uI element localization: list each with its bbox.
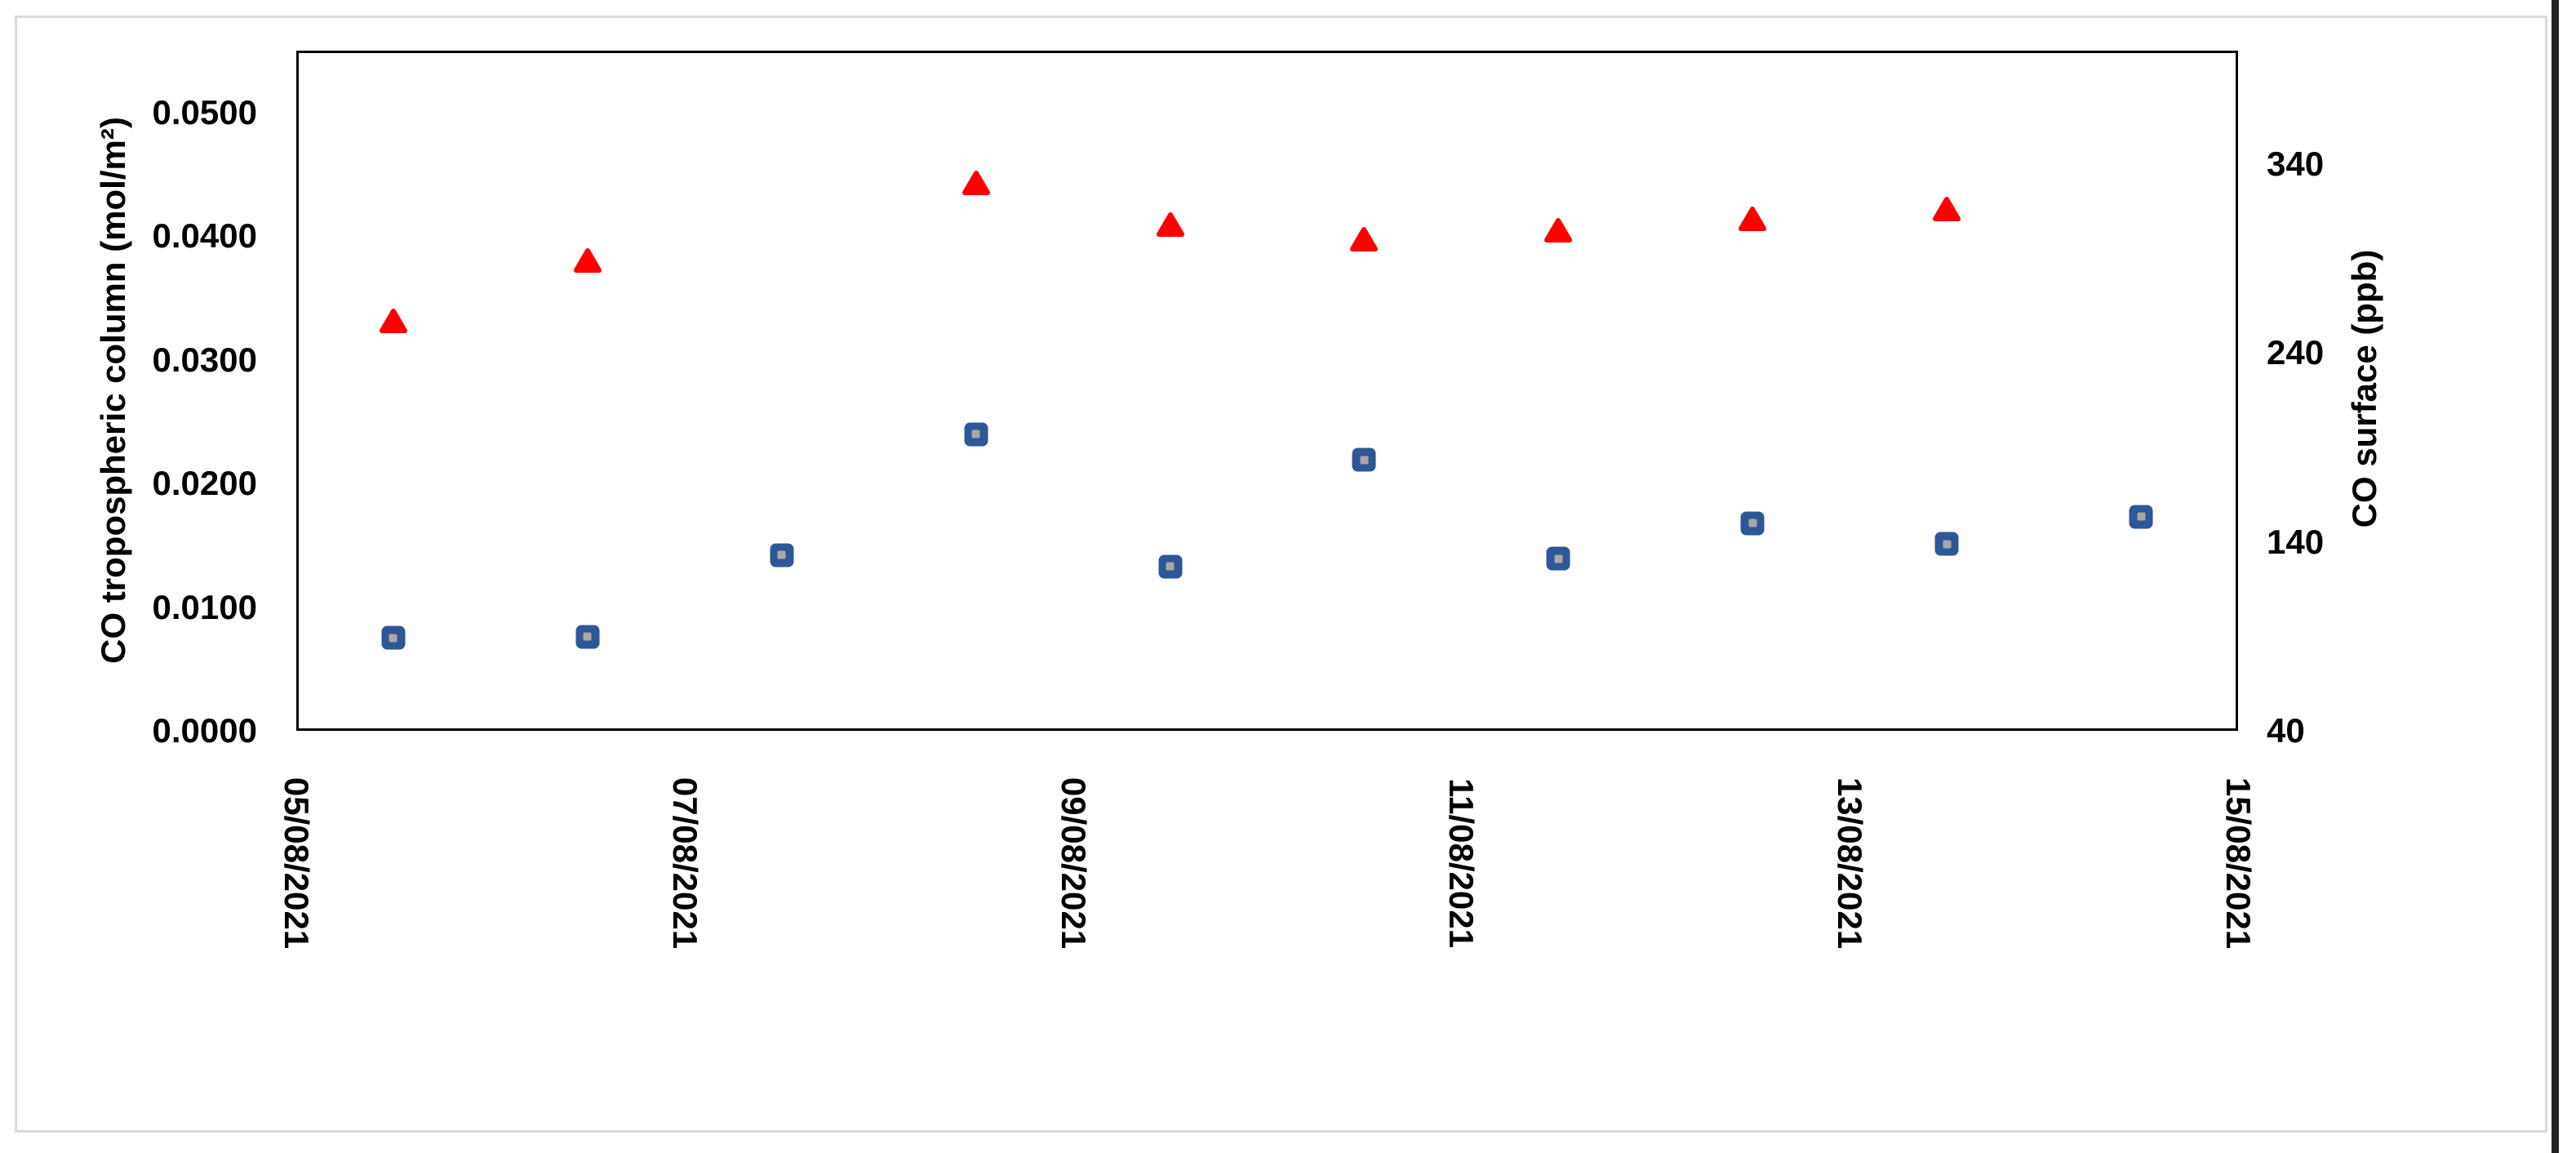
co-column-data-point (2129, 505, 2153, 529)
marker-center-dot (777, 550, 786, 559)
co-column-data-point (1352, 447, 1376, 472)
triangle-marker-icon (1156, 211, 1184, 237)
left-axis-tick-label: 0.0400 (152, 216, 257, 256)
marker-center-dot (1554, 554, 1563, 563)
plot-area (296, 51, 2238, 731)
right-axis-tick-label: 340 (2267, 144, 2325, 183)
x-axis-date-label: 15/08/2021 (2219, 777, 2258, 950)
co-column-data-point (1740, 511, 1765, 536)
co-surface-data-point (573, 247, 602, 274)
co-surface-data-point (1739, 206, 1767, 232)
co-surface-data-point (1933, 196, 1961, 222)
co-surface-data-point (1350, 226, 1379, 252)
right-axis-tick-label: 40 (2267, 711, 2305, 750)
left-axis-tick-label: 0.0100 (152, 587, 257, 626)
window-edge-bar (2552, 0, 2559, 1153)
right-axis-title: CO surface (ppb) (2345, 249, 2383, 528)
triangle-marker-icon (1933, 197, 1961, 222)
marker-center-dot (1943, 540, 1952, 549)
co-column-data-point (575, 625, 600, 649)
marker-center-dot (583, 632, 592, 641)
left-axis-tick-label: 0.0200 (152, 464, 257, 503)
marker-center-dot (971, 430, 980, 438)
marker-center-dot (1360, 456, 1369, 465)
x-axis-date-label: 13/08/2021 (1831, 777, 1870, 950)
right-axis-tick-label: 240 (2267, 333, 2325, 372)
co-surface-data-point (962, 170, 990, 196)
marker-center-dot (1166, 562, 1175, 571)
marker-center-dot (1748, 519, 1757, 528)
co-column-data-point (770, 543, 794, 568)
triangle-marker-icon (1544, 217, 1573, 243)
x-axis-date-label: 11/08/2021 (1442, 778, 1481, 948)
triangle-marker-icon (573, 247, 602, 273)
co-column-data-point (1158, 554, 1183, 579)
co-surface-data-point (379, 308, 407, 334)
triangle-marker-icon (379, 308, 407, 333)
marker-center-dot (2137, 512, 2146, 521)
triangle-marker-icon (1350, 227, 1379, 252)
left-axis-title: CO tropospheric column (mol/m²) (94, 117, 132, 664)
marker-center-dot (389, 634, 398, 643)
co-surface-data-point (1544, 217, 1573, 243)
right-axis-tick-label: 140 (2267, 522, 2325, 561)
left-axis-tick-label: 0.0500 (152, 92, 257, 131)
co-column-data-point (964, 422, 988, 446)
left-axis-tick-label: 0.0300 (152, 340, 257, 379)
x-axis-date-label: 07/08/2021 (665, 777, 704, 950)
co-column-data-point (1934, 532, 1959, 556)
co-surface-data-point (1156, 211, 1184, 238)
co-column-data-point (381, 625, 406, 650)
x-axis-date-label: 09/08/2021 (1054, 777, 1093, 950)
triangle-marker-icon (962, 170, 990, 195)
co-column-data-point (1546, 546, 1570, 571)
left-axis-tick-label: 0.0000 (152, 711, 257, 750)
triangle-marker-icon (1739, 206, 1767, 231)
x-axis-date-label: 05/08/2021 (278, 777, 316, 950)
